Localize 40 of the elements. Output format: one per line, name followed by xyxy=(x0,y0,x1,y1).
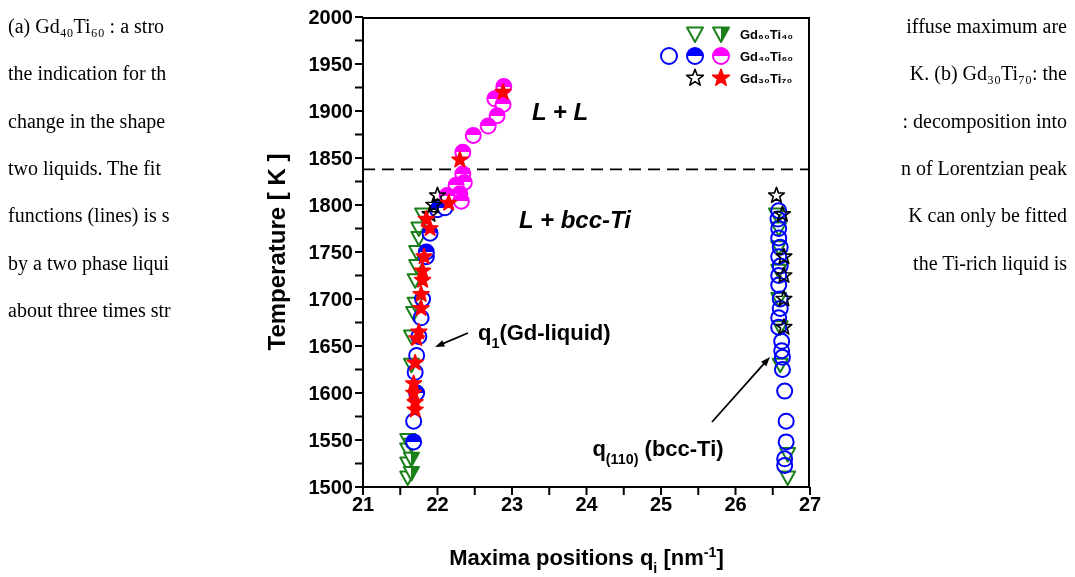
y-tick-label: 1700 xyxy=(308,288,353,311)
text: the indication for th xyxy=(8,62,167,85)
x-tick-label: 22 xyxy=(426,493,449,516)
legend-label: Gd₆₀Ti₄₀ xyxy=(740,26,795,42)
text: the Ti-rich liquid is xyxy=(913,252,1067,275)
x-tick-label: 21 xyxy=(351,493,375,516)
y-tick-label: 1950 xyxy=(308,53,353,76)
y-tick-label: 1600 xyxy=(308,382,353,405)
x-tick-label: 25 xyxy=(649,493,673,516)
text: (a) Gd₄₀Ti₆₀ : a stro xyxy=(8,15,165,38)
y-tick-label: 1500 xyxy=(308,476,353,499)
text: : decomposition into xyxy=(902,110,1067,133)
annotation: q$_{(110)}$ (bcc-Ti) xyxy=(592,436,724,467)
text: functions (lines) is s xyxy=(8,204,170,227)
y-tick-label: 1850 xyxy=(308,147,353,170)
legend-label: Gd₄₀Ti₆₀ xyxy=(740,48,795,64)
y-tick-label: 1750 xyxy=(308,241,353,264)
legend-label: Gd₃₀Ti₇₀ xyxy=(740,70,794,86)
text: iffuse maximum are xyxy=(906,15,1067,38)
x-axis-title: Maxima positions q$_{i}$ [nm$^{-1}$] xyxy=(449,544,724,576)
x-tick-label: 23 xyxy=(500,493,524,516)
text: n of Lorentzian peak xyxy=(900,157,1067,180)
text: K can only be fitted xyxy=(908,204,1067,227)
y-tick-label: 1900 xyxy=(308,100,353,123)
x-tick-label: 27 xyxy=(798,493,822,516)
y-axis-title: Temperature [ K ] xyxy=(263,153,290,351)
annotation: L + bcc-Ti xyxy=(519,206,633,233)
text: K. (b) Gd₃₀Ti₇₀: the xyxy=(909,62,1067,85)
text: change in the shape xyxy=(8,110,166,133)
annotation: q$_{1}$(Gd-liquid) xyxy=(478,320,611,351)
y-tick-label: 1650 xyxy=(308,335,353,358)
y-tick-label: 2000 xyxy=(308,6,353,29)
annotation: L + L xyxy=(531,98,589,125)
text: about three times str xyxy=(8,299,171,322)
x-tick-label: 26 xyxy=(724,493,747,516)
text: two liquids. The fit xyxy=(8,157,161,180)
y-tick-label: 1550 xyxy=(308,429,353,452)
x-tick-label: 24 xyxy=(575,493,599,516)
text: by a two phase liqui xyxy=(8,252,170,275)
y-tick-label: 1800 xyxy=(308,194,353,217)
